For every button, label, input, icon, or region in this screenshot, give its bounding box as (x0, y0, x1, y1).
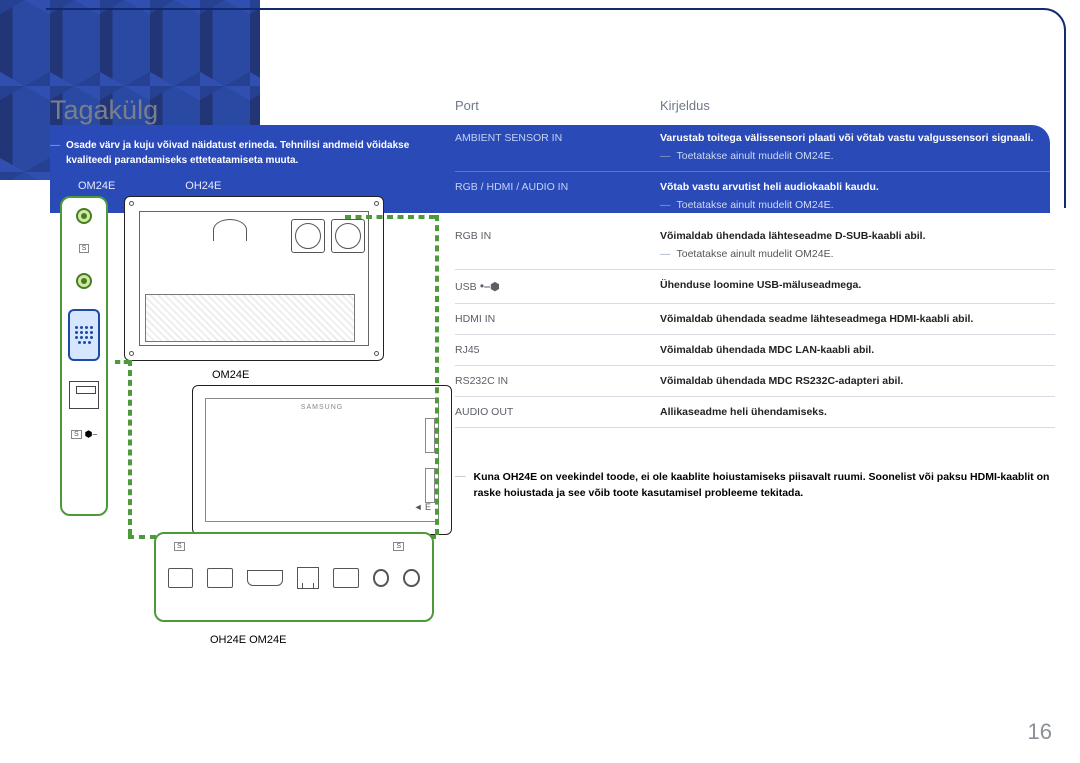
rj45-port-icon (297, 567, 319, 589)
brand-label: SAMSUNG (301, 404, 343, 411)
table-row: USB •⎯⬢Ühenduse loomine USB-mäluseadmega… (455, 270, 1055, 304)
desc-main: Võtab vastu arvutist heli audiokaabli ka… (660, 181, 1055, 193)
label-oh24e-om24e: OH24E OM24E (210, 634, 286, 646)
label-om24e-mid: OM24E (212, 369, 452, 381)
vga-port-icon (68, 309, 100, 361)
port-desc: Võimaldab ühendada lähteseadme D-SUB-kaa… (660, 230, 1055, 260)
port-name: RS232C IN (455, 375, 660, 387)
fan-icon (331, 219, 365, 253)
col-desc-header: Kirjeldus (660, 98, 1055, 113)
audio-jack-icon (76, 208, 92, 224)
usb-symbol-icon: •⎯⬢ (477, 279, 500, 293)
dashed-connector (128, 535, 156, 539)
port-slot-icon (333, 568, 359, 588)
port-desc: Võimaldab ühendada MDC LAN-kaabli abil. (660, 344, 1055, 356)
desc-main: Võimaldab ühendada MDC RS232C-adapteri a… (660, 375, 1055, 387)
table-row: RJ45Võimaldab ühendada MDC LAN-kaabli ab… (455, 335, 1055, 366)
port-desc: Ühenduse loomine USB-mäluseadmega. (660, 279, 1055, 294)
desc-note: ― Toetatakse ainult mudelit OM24E. (660, 248, 1055, 260)
port-name: RGB IN (455, 230, 660, 260)
dashed-connector (345, 215, 435, 219)
page-number: 16 (1028, 719, 1052, 745)
port-desc: Varustab toitega välissensori plaati või… (660, 132, 1055, 162)
port-desc: Võtab vastu arvutist heli audiokaabli ka… (660, 181, 1055, 211)
port-desc: Allikaseadme heli ühendamiseks. (660, 406, 1055, 418)
table-header: Port Kirjeldus (455, 98, 1055, 113)
port-name: HDMI IN (455, 313, 660, 325)
port-name: USB •⎯⬢ (455, 279, 660, 294)
desc-main: Ühenduse loomine USB-mäluseadmega. (660, 279, 1055, 291)
port-name: RJ45 (455, 344, 660, 356)
audio-jack-icon (373, 569, 390, 587)
intro-note: ― Osade värv ja kuju võivad näidatust er… (50, 138, 430, 168)
bullet-dash: ― (455, 470, 466, 502)
desc-main: Allikaseadme heli ühendamiseks. (660, 406, 1055, 418)
tiny-s-label: S (174, 542, 185, 551)
port-desc: Võimaldab ühendada seadme lähteseadmega … (660, 313, 1055, 325)
desc-note: ― Toetatakse ainult mudelit OM24E. (660, 199, 1055, 211)
port-name: AUDIO OUT (455, 406, 660, 418)
note-text: Toetatakse ainult mudelit OM24E. (677, 199, 834, 211)
usb-symbol-icon: ⬢⎯ (85, 429, 97, 440)
table-row: AUDIO OUTAllikaseadme heli ühendamiseks. (455, 397, 1055, 428)
bullet-dash: ― (50, 138, 60, 168)
col-port-header: Port (455, 98, 660, 113)
cable-loop-icon (213, 219, 247, 241)
arrow-e-label: ◄ E (414, 502, 431, 512)
vertical-port-panel: S S ⬢⎯ (60, 196, 108, 516)
port-name: RGB / HDMI / AUDIO IN (455, 181, 660, 211)
table-row: RGB / HDMI / AUDIO INVõtab vastu arvutis… (455, 172, 1055, 221)
label-oh24e: OH24E (185, 180, 221, 192)
bullet-dash: ― (660, 199, 671, 211)
note-text: Toetatakse ainult mudelit OM24E. (677, 248, 834, 260)
port-desc: Võimaldab ühendada MDC RS232C-adapteri a… (660, 375, 1055, 387)
footer-note-text: Kuna OH24E on veekindel toode, ei ole ka… (474, 470, 1061, 502)
table-row: AMBIENT SENSOR INVarustab toitega väliss… (455, 123, 1055, 172)
audio-jack-icon (76, 273, 92, 289)
tiny-s-label: S (393, 542, 404, 551)
footer-note: ― Kuna OH24E on veekindel toode, ei ole … (455, 470, 1060, 502)
dashed-connector (115, 360, 129, 364)
intro-text: Osade värv ja kuju võivad näidatust erin… (66, 138, 430, 168)
desc-main: Võimaldab ühendada MDC LAN-kaabli abil. (660, 344, 1055, 356)
board-rear-diagram (124, 196, 384, 361)
hdmi-port-icon (247, 570, 283, 586)
table-row: RS232C INVõimaldab ühendada MDC RS232C-a… (455, 366, 1055, 397)
bullet-dash: ― (660, 248, 671, 260)
diagrams-area: OM24E OH24E S S ⬢⎯ (60, 180, 440, 535)
label-om24e: OM24E (78, 180, 115, 192)
port-name: AMBIENT SENSOR IN (455, 132, 660, 162)
page-title: Tagakülg (50, 95, 158, 126)
horizontal-port-panel: S S (154, 532, 434, 622)
table-row: HDMI INVõimaldab ühendada seadme lähtese… (455, 304, 1055, 335)
usb-port-icon (168, 568, 194, 588)
desc-main: Varustab toitega välissensori plaati või… (660, 132, 1055, 144)
table-row: RGB INVõimaldab ühendada lähteseadme D-S… (455, 221, 1055, 270)
desc-main: Võimaldab ühendada seadme lähteseadmega … (660, 313, 1055, 325)
tiny-s-label: S (79, 244, 90, 253)
dashed-connector (128, 360, 132, 535)
ports-table: Port Kirjeldus AMBIENT SENSOR INVarustab… (455, 98, 1055, 428)
bullet-dash: ― (660, 150, 671, 162)
port-slot-icon (207, 568, 233, 588)
desc-main: Võimaldab ühendada lähteseadme D-SUB-kaa… (660, 230, 1055, 242)
dashed-connector (435, 215, 439, 535)
fan-icon (291, 219, 325, 253)
usb-port-icon (69, 381, 99, 409)
note-text: Toetatakse ainult mudelit OM24E. (677, 150, 834, 162)
audio-jack-icon (403, 569, 420, 587)
tiny-s-label: S (71, 430, 82, 439)
desc-note: ― Toetatakse ainult mudelit OM24E. (660, 150, 1055, 162)
hatched-area (145, 294, 355, 342)
monitor-rear-diagram: SAMSUNG ◄ E (192, 385, 452, 535)
